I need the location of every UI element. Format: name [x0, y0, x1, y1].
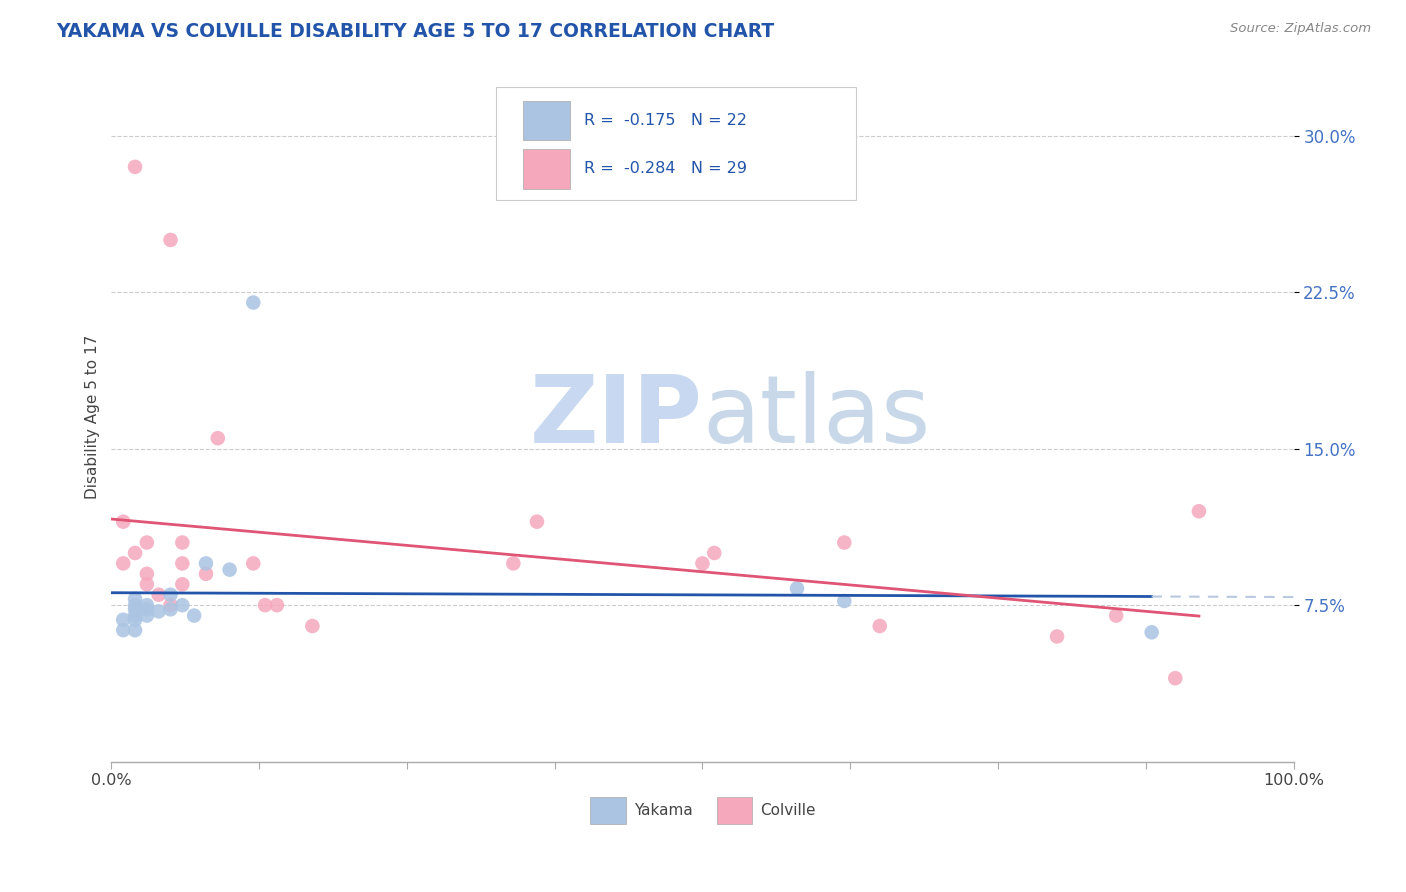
Point [112, 613, 135, 627]
Point [1105, 608, 1128, 623]
Point [135, 577, 157, 591]
Bar [523, 149, 569, 189]
Point [135, 598, 157, 612]
Y-axis label: Disability Age 5 to 17: Disability Age 5 to 17 [86, 335, 100, 500]
Point [834, 535, 856, 549]
Point [194, 566, 217, 581]
Point [172, 557, 194, 571]
Text: R =  -0.284   N = 29: R = -0.284 N = 29 [585, 161, 747, 177]
Point [124, 623, 146, 637]
Point [786, 582, 808, 596]
Point [124, 602, 146, 616]
Point [703, 546, 725, 560]
Point [834, 594, 856, 608]
Point [194, 557, 217, 571]
Point [1140, 625, 1163, 640]
Bar [523, 101, 569, 140]
FancyBboxPatch shape [495, 87, 856, 201]
Point [112, 623, 135, 637]
Text: ZIP: ZIP [530, 371, 703, 463]
Point [124, 546, 146, 560]
Point [159, 588, 181, 602]
Point [172, 598, 194, 612]
Point [148, 604, 170, 618]
Point [135, 608, 157, 623]
Text: R =  -0.175   N = 22: R = -0.175 N = 22 [585, 113, 747, 128]
Point [242, 295, 264, 310]
Point [124, 608, 146, 623]
Point [1046, 630, 1069, 644]
Point [172, 535, 194, 549]
Point [159, 233, 181, 247]
Point [1188, 504, 1211, 518]
Text: YAKAMA VS COLVILLE DISABILITY AGE 5 TO 17 CORRELATION CHART: YAKAMA VS COLVILLE DISABILITY AGE 5 TO 1… [56, 22, 775, 41]
Point [112, 515, 135, 529]
Point [135, 535, 157, 549]
Point [692, 557, 714, 571]
Point [159, 602, 181, 616]
Point [526, 515, 548, 529]
Point [148, 588, 170, 602]
Text: atlas: atlas [703, 371, 931, 463]
Point [301, 619, 323, 633]
Point [124, 591, 146, 606]
Text: Yakama: Yakama [634, 803, 693, 818]
Point [124, 613, 146, 627]
Point [502, 557, 524, 571]
Point [135, 566, 157, 581]
Point [172, 577, 194, 591]
Point [254, 598, 277, 612]
Bar [717, 797, 752, 823]
Point [242, 557, 264, 571]
Point [159, 598, 181, 612]
Point [183, 608, 205, 623]
Point [124, 598, 146, 612]
Point [124, 160, 146, 174]
Point [207, 431, 229, 445]
Point [1164, 671, 1187, 685]
Bar [591, 797, 626, 823]
Point [218, 563, 240, 577]
Point [135, 602, 157, 616]
Text: Source: ZipAtlas.com: Source: ZipAtlas.com [1230, 22, 1371, 36]
Point [266, 598, 288, 612]
Point [869, 619, 891, 633]
Text: Colville: Colville [761, 803, 815, 818]
Point [112, 557, 135, 571]
